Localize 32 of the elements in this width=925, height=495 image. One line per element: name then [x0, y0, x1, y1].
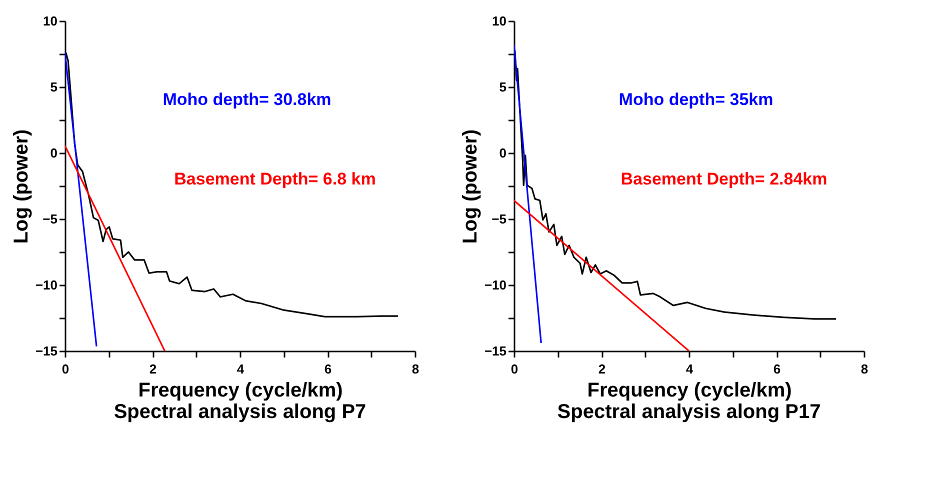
- y-axis-title: Log (power): [10, 129, 32, 244]
- x-tick-label: 8: [412, 362, 420, 376]
- x-tick-label: 0: [62, 362, 70, 376]
- x-tick-label: 6: [324, 362, 332, 376]
- x-tick-label: 4: [236, 362, 245, 376]
- y-tick-label: −15: [484, 344, 506, 358]
- text: Spectral analysis along P7: [114, 401, 366, 423]
- y-tick-label: −5: [42, 212, 58, 226]
- text: Basement Depth= 6.8 km: [174, 169, 376, 188]
- text: Spectral analysis along P17: [557, 401, 821, 423]
- text: Moho depth= 30.8km: [162, 90, 332, 110]
- y-tick-label: −5: [492, 212, 506, 226]
- y-tick-label: 10: [43, 14, 58, 28]
- y-tick-label: −10: [484, 278, 506, 292]
- y-tick-label: 10: [492, 14, 506, 28]
- x-tick-label: 2: [149, 362, 157, 376]
- y-tick-label: −10: [35, 278, 58, 292]
- x-tick-label: 0: [510, 362, 518, 376]
- x-axis-title: Frequency (cycle/km): [138, 380, 343, 402]
- x-tick-label: 2: [598, 362, 606, 376]
- y-tick-label: 0: [499, 146, 506, 160]
- x-tick-label: 4: [686, 362, 694, 376]
- x-tick-label: 6: [773, 362, 781, 376]
- y-tick-label: 5: [50, 80, 58, 94]
- y-tick-label: 0: [50, 146, 58, 160]
- x-axis-title: Frequency (cycle/km): [587, 380, 792, 402]
- x-tick-label: 8: [860, 362, 868, 376]
- text: Basement Depth= 2.84km: [620, 169, 828, 188]
- y-tick-label: −15: [35, 344, 58, 358]
- y-tick-label: 5: [499, 80, 506, 94]
- text: Moho depth= 35km: [618, 90, 774, 110]
- y-axis-title: Log (power): [459, 129, 482, 244]
